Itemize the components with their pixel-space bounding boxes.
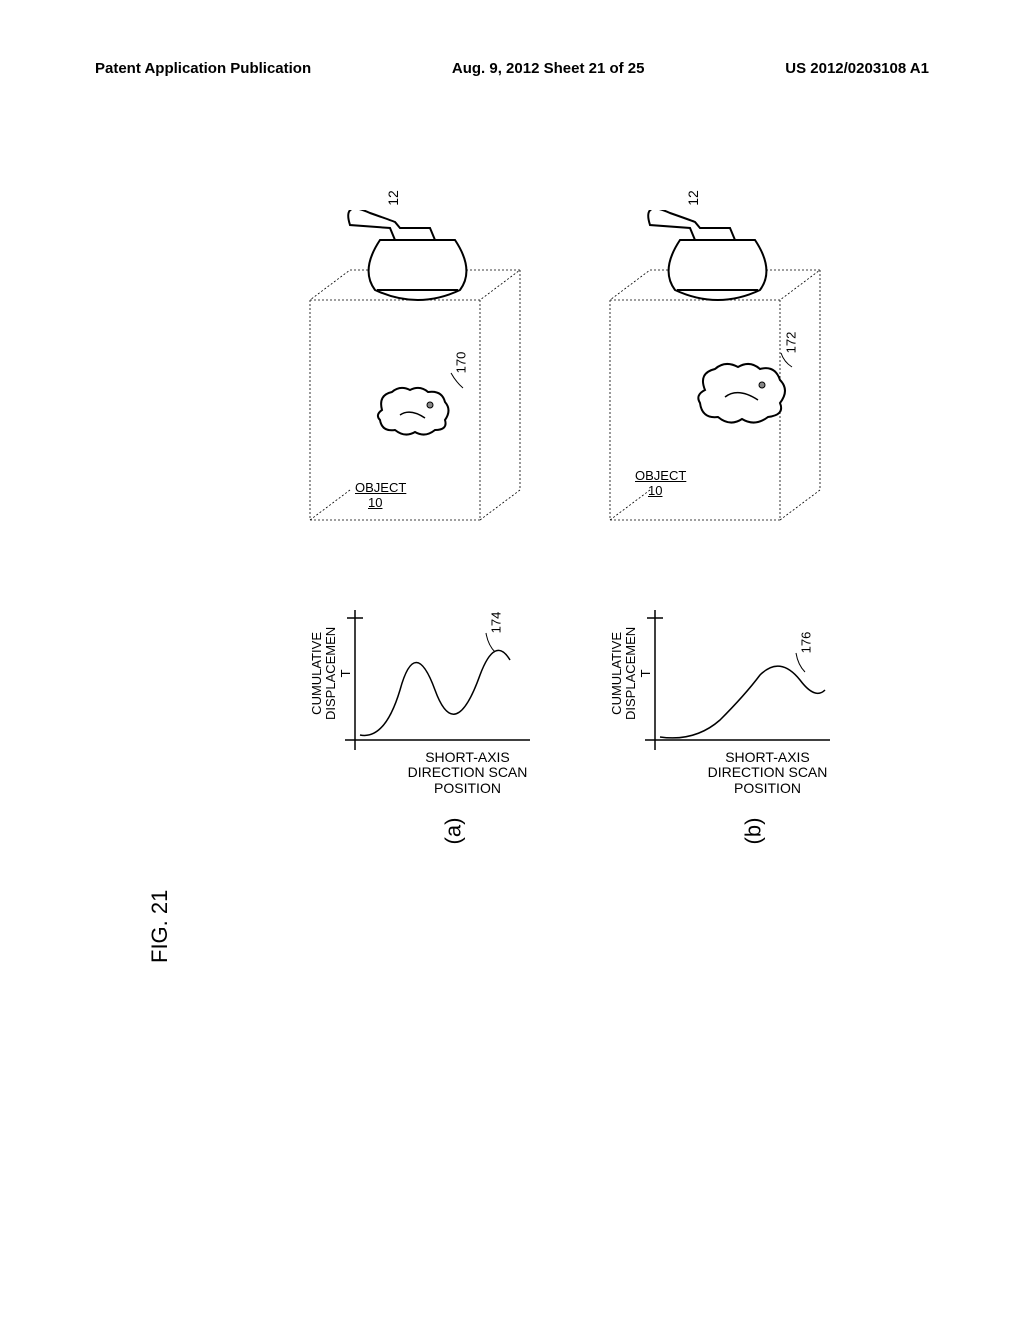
blob-a [370,380,460,445]
leader-a [448,370,468,390]
object-label-b: OBJECT [635,468,686,483]
header-center: Aug. 9, 2012 Sheet 21 of 25 [452,60,645,77]
probe-box-a: 12 170 OBJECT 10 [300,240,530,520]
graph-a: 174 CUMULATIVE DISPLACEMEN T SHORT-AXIS … [300,600,550,850]
x-label-a: SHORT-AXIS DIRECTION SCAN POSITION [385,750,550,796]
panel-a: 12 170 OBJECT 10 174 CUMULATIVE DISPLACE… [300,240,550,520]
graph-b: 176 CUMULATIVE DISPLACEMEN T SHORT-AXIS … [600,600,850,850]
object-num-a: 10 [368,495,382,510]
header-left: Patent Application Publication [95,60,311,77]
object-label-a: OBJECT [355,480,406,495]
probe-a [340,210,490,310]
probe-ref-a: 12 [385,190,401,206]
probe-box-b: 12 172 OBJECT 10 [600,240,830,520]
figure-title: FIG. 21 [147,890,173,963]
panel-letter-a: (a) [440,818,466,845]
object-num-b: 10 [648,483,662,498]
leader-b [778,350,798,370]
figure-21: FIG. 21 12 170 OBJECT 10 [0,240,1024,1140]
page-header: Patent Application Publication Aug. 9, 2… [0,60,1024,77]
panel-b: 12 172 OBJECT 10 176 CUMULATIVE DISPLACE… [600,240,850,520]
probe-b [640,210,790,310]
x-label-b: SHORT-AXIS DIRECTION SCAN POSITION [685,750,850,796]
probe-ref-b: 12 [685,190,701,206]
curve-leader-a [483,630,503,655]
panel-letter-b: (b) [740,818,766,845]
y-label-b: CUMULATIVE DISPLACEMEN T [610,627,653,720]
header-right: US 2012/0203108 A1 [785,60,929,77]
curve-leader-b [793,650,813,675]
y-label-a: CUMULATIVE DISPLACEMEN T [310,627,353,720]
